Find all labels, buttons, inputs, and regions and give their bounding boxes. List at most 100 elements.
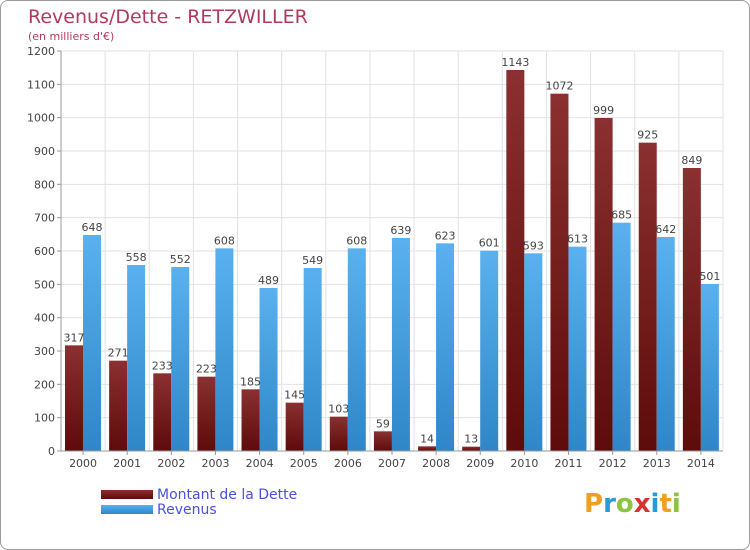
value-label-revenus-2007: 639 (390, 224, 411, 237)
value-label-revenus-2004: 489 (258, 274, 279, 287)
value-label-dette-2000: 317 (64, 331, 85, 344)
x-tick-label: 2003 (201, 457, 229, 470)
logo-letter: x (633, 489, 651, 519)
value-label-revenus-2008: 623 (435, 229, 456, 242)
x-tick-label: 2001 (113, 457, 141, 470)
value-label-revenus-2001: 558 (126, 251, 147, 264)
x-tick-label: 2007 (378, 457, 406, 470)
x-tick-label: 2013 (643, 457, 671, 470)
value-label-revenus-2003: 608 (214, 234, 235, 247)
y-tick-label: 300 (34, 345, 55, 358)
legend-item-dette: Montant de la Dette (101, 486, 298, 503)
x-tick-label: 2011 (555, 457, 583, 470)
logo-letter: r (603, 489, 616, 519)
value-label-revenus-2002: 552 (170, 253, 191, 266)
value-label-dette-2008: 14 (420, 432, 434, 445)
y-tick-label: 100 (34, 412, 55, 425)
value-label-dette-2004: 185 (240, 375, 261, 388)
bar-revenus-2008 (436, 243, 455, 451)
bar-dette-2002 (153, 373, 172, 451)
y-tick-label: 600 (34, 245, 55, 258)
proxiti-logo: Proxiti (584, 489, 681, 519)
x-tick-label: 2009 (466, 457, 494, 470)
value-label-revenus-2006: 608 (346, 234, 367, 247)
bar-revenus-2010 (524, 253, 543, 451)
y-tick-label: 500 (34, 278, 55, 291)
value-label-dette-2003: 223 (196, 363, 217, 376)
bar-revenus-2000 (83, 235, 101, 451)
bar-dette-2008 (418, 446, 437, 451)
y-tick-label: 900 (34, 145, 55, 158)
chart-title: Revenus/Dette - RETZWILLER (28, 6, 308, 28)
logo-letter: P (584, 489, 604, 519)
bar-dette-2013 (638, 142, 657, 451)
x-tick-label: 2004 (246, 457, 274, 470)
legend-swatch-dette (101, 490, 153, 499)
bar-dette-2011 (550, 93, 569, 452)
bar-revenus-2007 (391, 238, 410, 451)
value-label-dette-2013: 925 (637, 129, 658, 142)
bar-dette-2000 (65, 345, 83, 451)
bar-dette-2003 (197, 376, 216, 451)
x-tick-label: 2012 (599, 457, 627, 470)
logo-letter: t (659, 489, 672, 519)
bar-revenus-2006 (347, 248, 366, 451)
bar-revenus-2005 (303, 268, 322, 451)
bar-dette-2005 (285, 402, 304, 451)
y-tick-label: 700 (34, 212, 55, 225)
value-label-revenus-2011: 613 (567, 233, 588, 246)
x-tick-label: 2006 (334, 457, 362, 470)
value-label-dette-2005: 145 (284, 389, 305, 402)
value-label-dette-2011: 1072 (545, 80, 573, 93)
value-label-revenus-2014: 501 (699, 270, 720, 283)
value-label-dette-2006: 103 (328, 403, 349, 416)
bar-dette-2007 (373, 431, 392, 451)
bar-dette-2012 (594, 118, 613, 451)
value-label-revenus-2013: 642 (655, 223, 676, 236)
value-label-dette-2009: 13 (464, 433, 478, 446)
value-label-dette-2002: 233 (152, 359, 173, 372)
legend-label-dette: Montant de la Dette (157, 486, 298, 503)
chart-subtitle: (en milliers d'€) (28, 30, 115, 43)
bar-revenus-2003 (215, 248, 234, 451)
value-label-revenus-2005: 549 (302, 254, 323, 267)
logo-letter: i (671, 489, 681, 519)
value-label-dette-2010: 1143 (501, 56, 529, 69)
bar-revenus-2011 (568, 246, 587, 451)
bar-revenus-2012 (612, 222, 631, 451)
value-label-dette-2014: 849 (681, 154, 702, 167)
value-label-dette-2001: 271 (108, 347, 129, 360)
chart-legend: Montant de la Dette Revenus (101, 486, 298, 518)
bar-dette-2014 (682, 168, 701, 451)
x-tick-label: 2005 (290, 457, 318, 470)
bar-revenus-2001 (127, 265, 146, 451)
legend-swatch-revenus (101, 505, 153, 514)
value-label-revenus-2000: 648 (82, 221, 103, 234)
legend-item-revenus: Revenus (101, 501, 297, 518)
bar-revenus-2014 (700, 284, 719, 451)
y-tick-label: 1200 (27, 45, 55, 58)
value-label-revenus-2012: 685 (611, 209, 632, 222)
y-tick-label: 0 (48, 445, 55, 458)
legend-label-revenus: Revenus (157, 501, 217, 518)
bar-dette-2001 (109, 360, 128, 451)
x-tick-label: 2008 (422, 457, 450, 470)
logo-letter: i (650, 489, 660, 519)
y-tick-label: 800 (34, 178, 55, 191)
value-label-dette-2007: 59 (376, 417, 390, 430)
bar-dette-2006 (329, 416, 348, 451)
bar-revenus-2002 (171, 267, 190, 451)
x-tick-label: 2010 (510, 457, 538, 470)
value-label-revenus-2009: 601 (479, 237, 500, 250)
x-tick-label: 2002 (157, 457, 185, 470)
bar-revenus-2013 (656, 237, 675, 451)
y-tick-label: 1000 (27, 112, 55, 125)
bar-dette-2004 (241, 389, 260, 451)
bar-revenus-2004 (259, 288, 278, 451)
y-tick-label: 400 (34, 312, 55, 325)
x-tick-label: 2000 (69, 457, 97, 470)
bar-dette-2009 (462, 446, 481, 451)
x-tick-label: 2014 (687, 457, 715, 470)
bar-dette-2010 (506, 70, 525, 451)
